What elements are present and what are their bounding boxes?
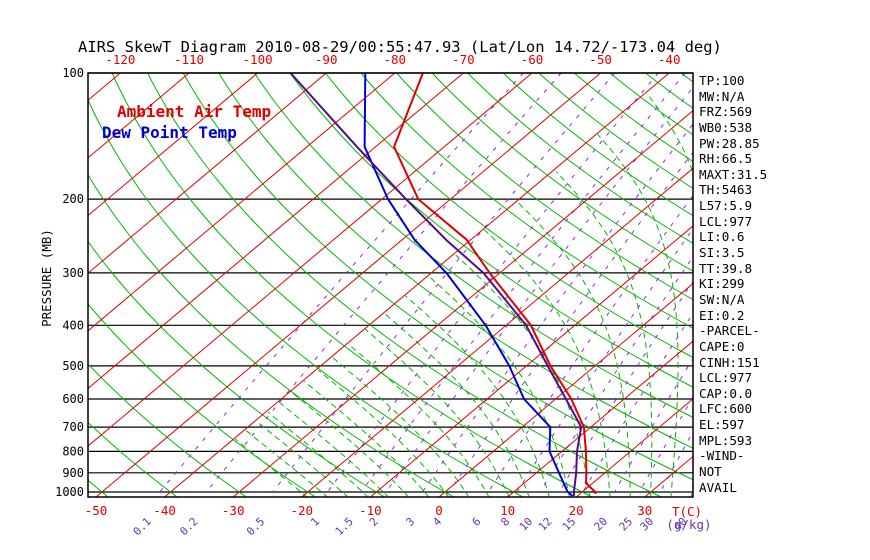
pressure-axis-labels: 100 200 300 400 500 600 700 800 900 1000 bbox=[55, 66, 84, 499]
panel-item: MAXT:31.5 bbox=[699, 166, 768, 182]
panel-item: LCL:977 bbox=[699, 370, 753, 386]
svg-text:30: 30 bbox=[637, 503, 652, 518]
legend-ambient-air-temp: Ambient Air Temp bbox=[117, 102, 272, 121]
svg-text:T(C): T(C) bbox=[672, 504, 702, 519]
panel-item: WB0:538 bbox=[699, 119, 753, 135]
svg-text:25: 25 bbox=[617, 515, 636, 534]
svg-text:400: 400 bbox=[62, 318, 84, 332]
svg-text:0.5: 0.5 bbox=[244, 515, 267, 538]
bottom-temp-axis-labels: -50 -40 -30 -20 -10 0 10 20 30 T(C) bbox=[85, 503, 702, 519]
panel-item: AVAIL bbox=[699, 479, 737, 495]
parcel-trace bbox=[289, 73, 583, 497]
chart-title: AIRS SkewT Diagram 2010-08-29/00:55:47.9… bbox=[78, 38, 722, 56]
panel-item: RH:66.5 bbox=[699, 151, 753, 167]
isotherm-grid bbox=[88, 73, 693, 497]
svg-text:1: 1 bbox=[308, 515, 322, 529]
svg-text:10: 10 bbox=[517, 515, 536, 534]
mixing-ratio-axis-labels: 0.1 0.2 0.5 1 1.5 2 3 4 6 8 10 12 15 20 25 30 40(g/kg) bbox=[131, 515, 712, 539]
svg-text:PRESSURE (MB): PRESSURE (MB) bbox=[39, 229, 54, 327]
panel-item: KI:299 bbox=[699, 276, 745, 292]
svg-text:0.1: 0.1 bbox=[131, 515, 154, 538]
dewpoint-trace bbox=[363, 73, 574, 497]
svg-text:20: 20 bbox=[592, 515, 611, 534]
svg-text:3: 3 bbox=[403, 515, 417, 529]
dry-adiabats bbox=[88, 73, 693, 497]
top-temp-axis-labels: -120 -110 -100 -90 -80 -70 -60 -50 -40 bbox=[105, 52, 680, 67]
svg-text:10: 10 bbox=[500, 503, 515, 518]
svg-text:20: 20 bbox=[569, 503, 584, 518]
panel-item: SI:3.5 bbox=[699, 245, 745, 261]
svg-text:-110: -110 bbox=[174, 52, 204, 67]
panel-item: -WIND- bbox=[699, 448, 745, 464]
panel-item: LI:0.6 bbox=[699, 229, 745, 245]
mixing-ratio-lines bbox=[158, 73, 693, 494]
panel-item: PW:28.85 bbox=[699, 135, 760, 151]
panel-item: FRZ:569 bbox=[699, 104, 753, 120]
svg-text:6: 6 bbox=[470, 515, 484, 529]
panel-item: TT:39.8 bbox=[699, 260, 753, 276]
legend-dew-point-temp: Dew Point Temp bbox=[102, 123, 237, 142]
panel-item: EL:597 bbox=[699, 417, 745, 433]
svg-text:-20: -20 bbox=[291, 503, 314, 518]
svg-text:1.5: 1.5 bbox=[333, 515, 356, 538]
svg-text:12: 12 bbox=[536, 515, 555, 534]
panel-item: TH:5463 bbox=[699, 182, 753, 198]
svg-text:(g/kg): (g/kg) bbox=[666, 517, 711, 532]
panel-item: TP:100 bbox=[699, 73, 745, 88]
panel-item: L57:5.9 bbox=[699, 198, 753, 214]
panel-item: SW:N/A bbox=[699, 291, 745, 307]
panel-item: -PARCEL- bbox=[699, 323, 760, 339]
svg-text:0.2: 0.2 bbox=[177, 515, 200, 538]
panel-item: MPL:593 bbox=[699, 432, 753, 448]
svg-text:-50: -50 bbox=[589, 52, 612, 67]
svg-text:-10: -10 bbox=[359, 503, 382, 518]
svg-text:500: 500 bbox=[62, 359, 84, 373]
svg-text:-40: -40 bbox=[153, 503, 176, 518]
panel-item: CAP:0.0 bbox=[699, 385, 753, 401]
svg-text:-90: -90 bbox=[315, 52, 338, 67]
svg-text:800: 800 bbox=[62, 444, 84, 458]
panel-item: CAPE:0 bbox=[699, 338, 745, 354]
svg-text:-40: -40 bbox=[658, 52, 681, 67]
readout-panel: TP:100 MW:N/A FRZ:569 WB0:538 PW:28.85 RH:66.… bbox=[699, 73, 869, 495]
panel-item: MW:N/A bbox=[699, 88, 745, 104]
panel-item: NOT bbox=[699, 464, 722, 480]
svg-text:700: 700 bbox=[62, 420, 84, 434]
svg-text:-60: -60 bbox=[521, 52, 544, 67]
svg-text:200: 200 bbox=[62, 192, 84, 206]
svg-text:-70: -70 bbox=[452, 52, 475, 67]
svg-text:100: 100 bbox=[62, 66, 84, 80]
svg-text:-120: -120 bbox=[105, 52, 135, 67]
svg-text:-100: -100 bbox=[243, 52, 273, 67]
panel-item: CINH:151 bbox=[699, 354, 760, 370]
svg-text:900: 900 bbox=[62, 466, 84, 480]
svg-text:-80: -80 bbox=[384, 52, 407, 67]
moist-adiabats bbox=[235, 93, 693, 497]
panel-item: EI:0.2 bbox=[699, 307, 745, 323]
svg-text:600: 600 bbox=[62, 392, 84, 406]
svg-text:300: 300 bbox=[62, 266, 84, 280]
svg-text:-50: -50 bbox=[85, 503, 108, 518]
svg-text:-30: -30 bbox=[222, 503, 245, 518]
svg-text:1000: 1000 bbox=[55, 485, 84, 499]
plot-frame bbox=[87, 72, 694, 498]
panel-item: LCL:977 bbox=[699, 213, 753, 229]
pressure-axis-title: PRESSURE (MB) bbox=[39, 229, 54, 327]
temp-trace bbox=[393, 73, 597, 495]
panel-item: LFC:600 bbox=[699, 401, 753, 417]
svg-text:0: 0 bbox=[435, 503, 443, 518]
